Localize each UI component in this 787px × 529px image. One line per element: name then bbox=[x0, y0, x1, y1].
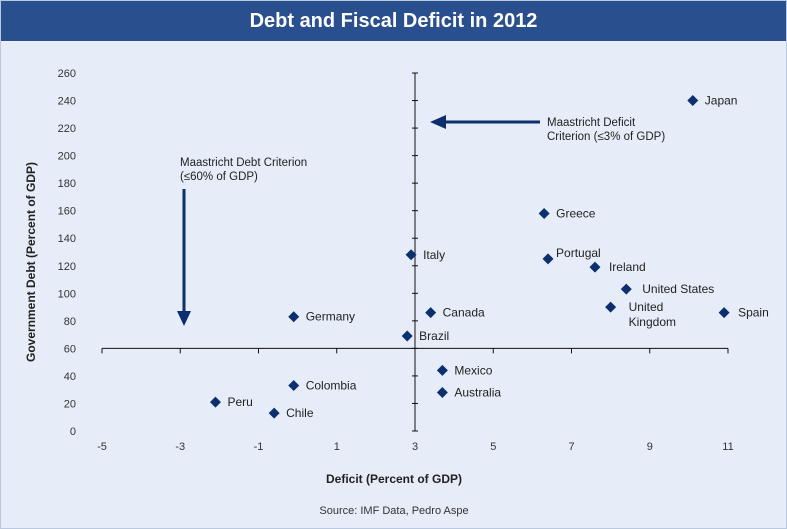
source-note: Source: IMF Data, Pedro Aspe bbox=[319, 505, 468, 517]
data-point-label: Japan bbox=[705, 94, 738, 108]
y-tick-label: 100 bbox=[58, 288, 76, 300]
x-tick-label: -1 bbox=[254, 441, 264, 453]
data-point-label: Spain bbox=[738, 306, 769, 320]
deficit-criterion-arrowhead bbox=[430, 115, 446, 129]
plot-background bbox=[1, 41, 786, 528]
y-tick-label: 160 bbox=[58, 206, 76, 218]
y-tick-label: 20 bbox=[64, 398, 76, 410]
y-tick-label: 0 bbox=[70, 426, 76, 438]
x-tick-label: 11 bbox=[722, 441, 733, 453]
y-tick-label: 140 bbox=[58, 233, 76, 245]
data-point-label: Ireland bbox=[609, 260, 646, 274]
y-tick-label: 260 bbox=[58, 68, 76, 80]
data-point-label: Italy bbox=[423, 248, 445, 262]
data-point-label: Portugal bbox=[556, 246, 601, 260]
y-tick-label: 200 bbox=[58, 151, 76, 163]
data-point-label: Peru bbox=[227, 395, 252, 409]
y-tick-label: 120 bbox=[58, 261, 76, 273]
data-point-marker bbox=[436, 364, 448, 376]
data-point-label: Colombia bbox=[306, 379, 357, 393]
data-point-marker bbox=[687, 95, 699, 107]
data-point-marker bbox=[288, 380, 300, 392]
x-tick-label: 5 bbox=[490, 441, 496, 453]
title-bar bbox=[1, 1, 786, 41]
data-point-marker bbox=[605, 301, 617, 313]
y-tick-label: 220 bbox=[58, 123, 76, 135]
x-tick-label: -5 bbox=[97, 441, 107, 453]
data-point-label: Canada bbox=[443, 306, 485, 320]
data-point-marker bbox=[718, 307, 730, 319]
data-point-label: United Kingdom bbox=[629, 300, 676, 329]
y-tick-label: 40 bbox=[64, 371, 76, 383]
y-tick-label: 240 bbox=[58, 96, 76, 108]
data-point-marker bbox=[209, 396, 221, 408]
data-point-label: Brazil bbox=[419, 329, 449, 343]
data-point-label: Greece bbox=[556, 206, 596, 220]
x-axis-title: Deficit (Percent of GDP) bbox=[326, 472, 462, 486]
data-point-marker bbox=[405, 249, 417, 261]
debt-criterion-arrowhead bbox=[177, 311, 191, 326]
data-point-label: Germany bbox=[306, 310, 355, 324]
data-point-label: Chile bbox=[286, 406, 314, 420]
deficit-criterion-note: Maastricht Deficit Criterion (≤3% of GDP) bbox=[547, 117, 665, 143]
data-point-label: United States bbox=[642, 282, 714, 296]
data-point-marker bbox=[436, 386, 448, 398]
data-point-marker bbox=[425, 307, 437, 319]
data-point-label: Australia bbox=[454, 385, 501, 399]
data-point-marker bbox=[589, 261, 601, 273]
x-tick-label: 9 bbox=[647, 441, 653, 453]
x-tick-label: -3 bbox=[175, 441, 185, 453]
x-tick-label: 3 bbox=[412, 441, 418, 453]
data-point-marker bbox=[542, 253, 554, 265]
data-point-marker bbox=[401, 330, 413, 342]
data-point-marker bbox=[620, 283, 632, 295]
y-tick-label: 80 bbox=[64, 316, 76, 328]
x-tick-label: 1 bbox=[334, 441, 340, 453]
debt-criterion-note: Maastricht Debt Criterion (≤60% of GDP) bbox=[180, 157, 307, 183]
data-point-label: Mexico bbox=[454, 363, 492, 377]
chart-title: Debt and Fiscal Deficit in 2012 bbox=[249, 10, 538, 32]
data-point-marker bbox=[288, 311, 300, 323]
x-tick-label: 7 bbox=[568, 441, 574, 453]
data-point-marker bbox=[268, 407, 280, 419]
y-tick-label: 60 bbox=[64, 343, 76, 355]
data-point-marker bbox=[538, 207, 550, 219]
y-tick-label: 180 bbox=[58, 178, 76, 190]
y-axis-title: Government Debt (Percent of GDP) bbox=[24, 162, 38, 362]
